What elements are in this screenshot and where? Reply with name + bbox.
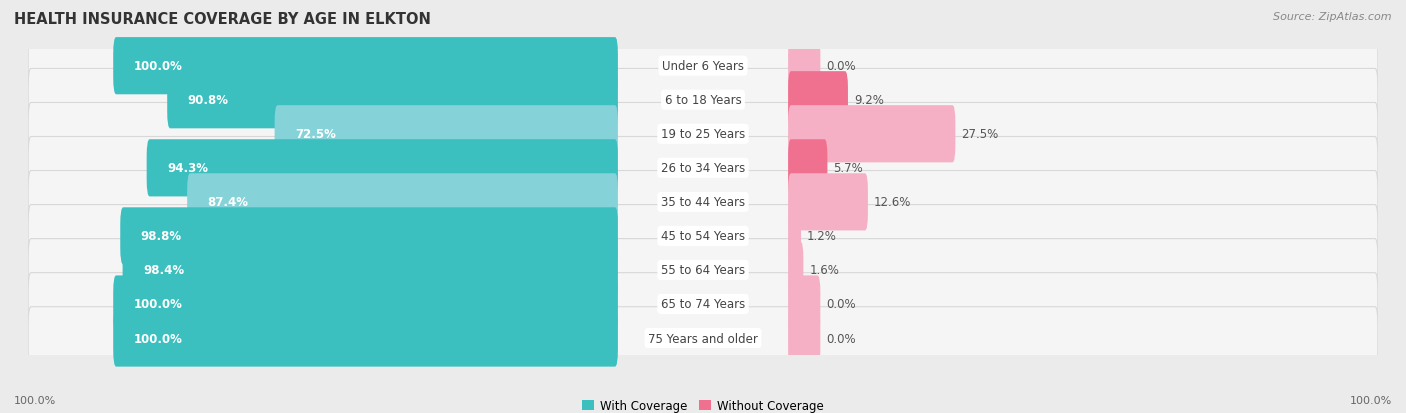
FancyBboxPatch shape [167,72,617,129]
Text: 1.6%: 1.6% [810,264,839,277]
Text: 27.5%: 27.5% [962,128,998,141]
Text: 5.7%: 5.7% [834,162,863,175]
Text: 65 to 74 Years: 65 to 74 Years [661,298,745,311]
FancyBboxPatch shape [146,140,617,197]
FancyBboxPatch shape [28,69,1378,132]
FancyBboxPatch shape [28,103,1378,166]
Text: 90.8%: 90.8% [188,94,229,107]
Text: 100.0%: 100.0% [1350,395,1392,405]
FancyBboxPatch shape [789,310,820,367]
Text: 19 to 25 Years: 19 to 25 Years [661,128,745,141]
FancyBboxPatch shape [28,239,1378,301]
Text: 98.4%: 98.4% [143,264,184,277]
Text: 55 to 64 Years: 55 to 64 Years [661,264,745,277]
FancyBboxPatch shape [28,307,1378,370]
Text: 0.0%: 0.0% [827,332,856,345]
Text: 75 Years and older: 75 Years and older [648,332,758,345]
Text: HEALTH INSURANCE COVERAGE BY AGE IN ELKTON: HEALTH INSURANCE COVERAGE BY AGE IN ELKT… [14,12,430,27]
Text: 100.0%: 100.0% [134,332,183,345]
Text: 26 to 34 Years: 26 to 34 Years [661,162,745,175]
Text: 94.3%: 94.3% [167,162,208,175]
Text: 100.0%: 100.0% [134,60,183,73]
Legend: With Coverage, Without Coverage: With Coverage, Without Coverage [578,394,828,413]
FancyBboxPatch shape [274,106,617,163]
Text: 6 to 18 Years: 6 to 18 Years [665,94,741,107]
FancyBboxPatch shape [789,208,801,265]
FancyBboxPatch shape [114,310,617,367]
Text: 72.5%: 72.5% [295,128,336,141]
Text: 9.2%: 9.2% [853,94,884,107]
Text: Under 6 Years: Under 6 Years [662,60,744,73]
Text: 100.0%: 100.0% [14,395,56,405]
Text: 98.8%: 98.8% [141,230,181,243]
FancyBboxPatch shape [28,205,1378,268]
Text: 1.2%: 1.2% [807,230,837,243]
FancyBboxPatch shape [121,208,617,265]
FancyBboxPatch shape [122,242,617,299]
Text: 12.6%: 12.6% [873,196,911,209]
FancyBboxPatch shape [789,106,955,163]
FancyBboxPatch shape [28,35,1378,98]
Text: 0.0%: 0.0% [827,60,856,73]
Text: 100.0%: 100.0% [134,298,183,311]
FancyBboxPatch shape [114,38,617,95]
FancyBboxPatch shape [789,276,820,333]
FancyBboxPatch shape [789,72,848,129]
Text: 35 to 44 Years: 35 to 44 Years [661,196,745,209]
FancyBboxPatch shape [187,174,617,231]
FancyBboxPatch shape [28,137,1378,199]
FancyBboxPatch shape [789,140,827,197]
Text: Source: ZipAtlas.com: Source: ZipAtlas.com [1274,12,1392,22]
Text: 87.4%: 87.4% [208,196,249,209]
Text: 0.0%: 0.0% [827,298,856,311]
Text: 45 to 54 Years: 45 to 54 Years [661,230,745,243]
FancyBboxPatch shape [28,171,1378,234]
FancyBboxPatch shape [789,242,803,299]
FancyBboxPatch shape [28,273,1378,335]
FancyBboxPatch shape [114,276,617,333]
FancyBboxPatch shape [789,174,868,231]
FancyBboxPatch shape [789,38,820,95]
